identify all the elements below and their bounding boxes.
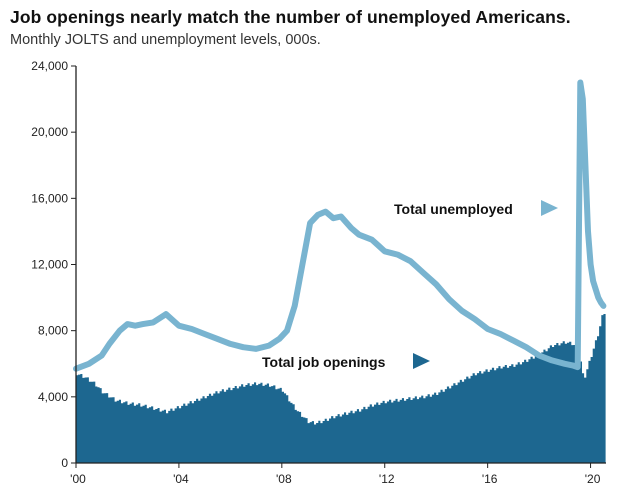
series-line-total-unemployed [73, 79, 607, 372]
total-job-openings-label: Total job openings [262, 354, 386, 370]
x-tick-label: '12 [379, 472, 395, 486]
y-tick-label: 8,000 [38, 324, 68, 338]
y-tick-label: 24,000 [31, 59, 68, 73]
y-tick-layer: 0 4,000 8,000 12,000 16,000 20,000 24,000 [31, 59, 76, 470]
y-tick-label: 16,000 [31, 191, 68, 205]
x-tick-label: '00 [70, 472, 86, 486]
chart-title: Job openings nearly match the number of … [10, 7, 571, 27]
y-tick-label: 20,000 [31, 125, 68, 139]
x-tick-layer: '00 '04 '08 '12 '16 '20 [70, 463, 601, 486]
y-tick-label: 4,000 [38, 390, 68, 404]
x-tick-label: '04 [173, 472, 189, 486]
job-openings-area-layer [76, 314, 606, 463]
x-tick-label: '16 [482, 472, 498, 486]
x-tick-label: '20 [585, 472, 601, 486]
total-unemployed-label: Total unemployed [394, 201, 513, 217]
y-tick-label: 12,000 [31, 258, 68, 272]
annotation-layer: Total unemployed Total job openings [262, 200, 558, 370]
total-unemployed-arrow-icon [541, 200, 558, 216]
chart-subtitle: Monthly JOLTS and unemployment levels, 0… [10, 32, 321, 48]
x-tick-label: '08 [276, 472, 292, 486]
series-area-job-openings [76, 314, 606, 463]
unemployed-line-layer [73, 79, 607, 372]
total-job-openings-arrow-icon [413, 353, 430, 369]
y-tick-label: 0 [61, 456, 68, 470]
